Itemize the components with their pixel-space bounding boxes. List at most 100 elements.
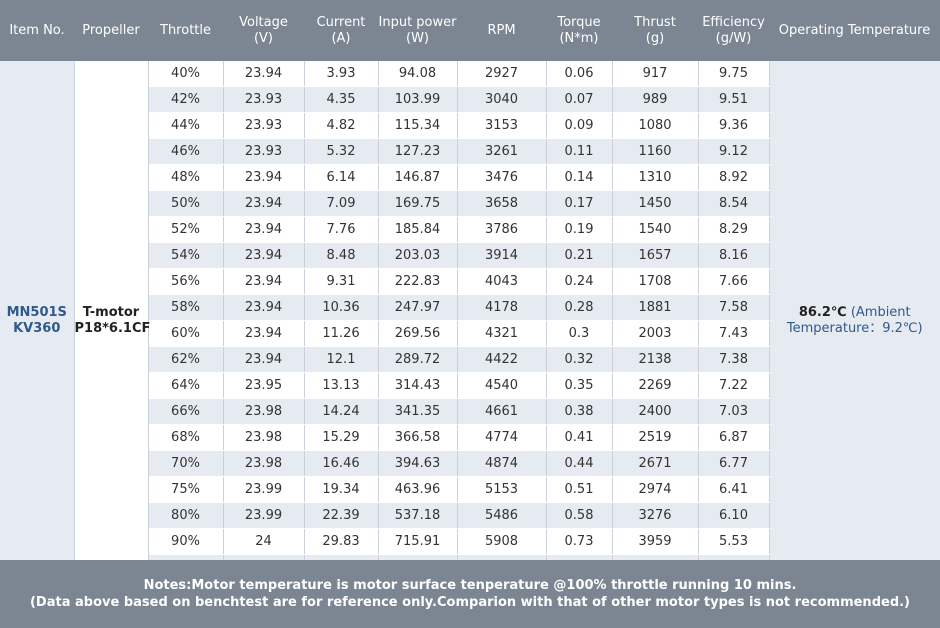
table-row: 52% 23.94 7.76 185.84 3786 0.19 1540 8.29 [0,216,940,243]
table-cell: 0.06 [546,61,613,87]
table-cell: 3040 [457,86,547,113]
table-row: 66% 23.98 14.24 341.35 4661 0.38 2400 7.03 [0,398,940,425]
table-row: 64% 23.95 13.13 314.43 4540 0.35 2269 7.22 [0,372,940,399]
table-row: 80% 23.99 22.39 537.18 5486 0.58 3276 6.10 [0,502,940,529]
table-cell: 64% [148,372,224,399]
temperature-value: 86.2℃ [798,304,847,320]
table-cell: 127.23 [378,138,458,165]
table-cell: 23.93 [223,138,305,165]
table-cell: 4043 [457,268,547,295]
table-cell: 917 [612,61,699,87]
table-cell: 5908 [457,528,547,555]
table-cell: 9.75 [698,61,770,87]
table-cell: 3261 [457,138,547,165]
column-header: Thrust (g) [612,0,698,61]
table-cell: 75% [148,476,224,503]
table-cell: 1708 [612,268,699,295]
table-cell: 46% [148,138,224,165]
table-cell: 3658 [457,190,547,217]
table-cell: 4.35 [304,86,379,113]
table-cell: 10.36 [304,294,379,321]
table-cell: 12.1 [304,346,379,373]
table-row: 48% 23.94 6.14 146.87 3476 0.14 1310 8.92 [0,164,940,191]
table-cell: 8.48 [304,242,379,269]
column-header: Voltage (V) [223,0,304,61]
column-header: RPM [457,0,546,61]
table-cell: 9.51 [698,86,770,113]
table-cell: 203.03 [378,242,458,269]
table-cell: 80% [148,502,224,529]
table-cell: 3786 [457,216,547,243]
table-cell: 7.76 [304,216,379,243]
table-cell: 146.87 [378,164,458,191]
column-header-line: Throttle [160,22,211,38]
table-cell: 463.96 [378,476,458,503]
table-cell: 222.83 [378,268,458,295]
table-row: 50% 23.94 7.09 169.75 3658 0.17 1450 8.54 [0,190,940,217]
table-cell: 14.24 [304,398,379,425]
table-cell: 11.26 [304,320,379,347]
table-cell: 19.34 [304,476,379,503]
table-cell: 7.58 [698,294,770,321]
table-cell: 24 [223,528,305,555]
table-cell: 40% [148,61,224,87]
table-cell: 2269 [612,372,699,399]
table-cell: 94.08 [378,61,458,87]
table-cell: 0.19 [546,216,613,243]
table-row: 68% 23.98 15.29 366.58 4774 0.41 2519 6.87 [0,424,940,451]
table-cell: 4422 [457,346,547,373]
table-cell: 0.32 [546,346,613,373]
table-cell: 4321 [457,320,547,347]
notes-footer: Notes:Motor temperature is motor surface… [0,560,940,628]
table-cell: 8.92 [698,164,770,191]
table-cell: 62% [148,346,224,373]
table-cell: 29.83 [304,528,379,555]
table-row: 42% 23.93 4.35 103.99 3040 0.07 989 9.51 [0,86,940,113]
table-cell: 56% [148,268,224,295]
table-row: MN501S KV360 T-motor P18*6.1CF 40% 23.94 3.93 9… [0,61,940,581]
table-cell: 7.66 [698,268,770,295]
table-cell: 366.58 [378,424,458,451]
column-header-line: Item No. [9,22,65,38]
table-row: 70% 23.98 16.46 394.63 4874 0.44 2671 6.77 [0,450,940,477]
table-cell: 50% [148,190,224,217]
table-cell: 0.73 [546,528,613,555]
table-cell: 15.29 [304,424,379,451]
column-header-line: Input power [378,14,457,30]
column-header: Input power (W) [378,0,457,61]
table-cell: 60% [148,320,224,347]
table-cell: 314.43 [378,372,458,399]
table-row: 56% 23.94 9.31 222.83 4043 0.24 1708 7.66 [0,268,940,295]
table-cell: 989 [612,86,699,113]
table-cell: 2138 [612,346,699,373]
table-cell: 23.95 [223,372,305,399]
table-cell: 5.32 [304,138,379,165]
table-cell: 0.14 [546,164,613,191]
table-cell: 3276 [612,502,699,529]
table-cell: 103.99 [378,86,458,113]
table-cell: 1881 [612,294,699,321]
table-cell: 715.91 [378,528,458,555]
table-cell: 48% [148,164,224,191]
column-header: Efficiency (g/W) [698,0,769,61]
table-cell: 0.44 [546,450,613,477]
ambient-temperature-label: (Ambient [850,304,911,320]
table-row: 75% 23.99 19.34 463.96 5153 0.51 2974 6.41 [0,476,940,503]
table-cell: 23.94 [223,268,305,295]
table-cell: 23.98 [223,450,305,477]
table-cell: 537.18 [378,502,458,529]
column-header: Operating Temperature [769,0,940,61]
table-cell: 8.16 [698,242,770,269]
table-cell: 2003 [612,320,699,347]
table-cell: 23.98 [223,398,305,425]
ambient-temperature-value: Temperature：9.2℃) [786,320,923,336]
column-header-line: (V) [253,30,274,46]
column-header: Throttle [148,0,223,61]
column-header-line: RPM [487,22,516,38]
table-cell: 23.94 [223,216,305,243]
column-header-line: Voltage [239,14,288,30]
table-cell: 16.46 [304,450,379,477]
table-cell: 9.12 [698,138,770,165]
table-cell: 23.98 [223,424,305,451]
